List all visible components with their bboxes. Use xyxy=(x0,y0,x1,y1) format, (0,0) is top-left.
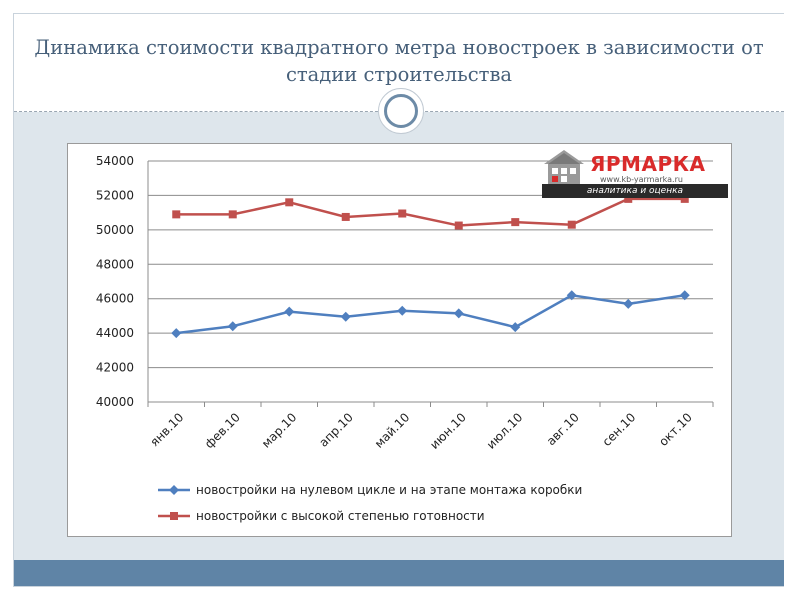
x-tick-label: окт.10 xyxy=(656,410,695,449)
data-point-series-2 xyxy=(567,220,576,229)
data-point-series-2 xyxy=(341,212,350,221)
x-tick-label: авг.10 xyxy=(544,410,582,448)
y-tick-label: 48000 xyxy=(96,257,134,271)
data-point-series-1 xyxy=(227,321,238,332)
yarmarka-logo: ЯРМАРКА www.kb-yarmarka.ru аналитика и о… xyxy=(542,148,728,198)
x-tick-label: май.10 xyxy=(372,410,413,451)
data-point-series-2 xyxy=(398,209,407,218)
x-tick-label: сен.10 xyxy=(600,410,639,449)
data-point-series-1 xyxy=(679,290,690,301)
data-point-series-1 xyxy=(566,290,577,301)
y-tick-label: 52000 xyxy=(96,188,134,202)
y-tick-label: 40000 xyxy=(96,395,134,409)
legend-marker-2 xyxy=(170,512,178,520)
x-tick-label: фев.10 xyxy=(202,410,243,451)
series-line-1 xyxy=(176,293,685,335)
circle-ornament-inner xyxy=(384,94,418,128)
x-tick-label: июн.10 xyxy=(427,410,469,452)
legend-label-1: новостройки на нулевом цикле и на этапе … xyxy=(196,483,582,497)
data-point-series-2 xyxy=(454,221,463,230)
legend-label-2: новостройки с высокой степенью готовност… xyxy=(196,509,485,523)
data-point-series-1 xyxy=(510,322,521,333)
data-point-series-2 xyxy=(172,210,181,219)
series-line-2 xyxy=(176,197,685,227)
data-point-series-2 xyxy=(511,218,520,227)
data-point-series-1 xyxy=(623,298,634,309)
legend-marker-1 xyxy=(169,485,179,495)
data-point-series-1 xyxy=(397,305,408,316)
y-tick-label: 50000 xyxy=(96,223,134,237)
data-point-series-2 xyxy=(624,194,633,203)
slide-title: Динамика стоимости квадратного метра нов… xyxy=(34,36,764,86)
y-tick-label: 46000 xyxy=(96,292,134,306)
y-tick-label: 44000 xyxy=(96,326,134,340)
house-logo-icon xyxy=(544,150,584,184)
data-point-series-1 xyxy=(453,308,464,319)
data-point-series-1 xyxy=(284,306,295,317)
line-chart: 40000 42000 44000 46000 48000 50000 52000 54000… xyxy=(96,154,714,523)
data-point-series-2 xyxy=(285,198,294,207)
data-point-series-2 xyxy=(680,194,689,203)
bottom-accent-bar xyxy=(14,560,784,586)
logo-url: www.kb-yarmarka.ru xyxy=(600,175,683,184)
x-tick-label: мар.10 xyxy=(259,410,299,450)
x-tick-label: янв.10 xyxy=(147,410,186,449)
x-tick-label: июл.10 xyxy=(484,410,525,451)
data-point-series-2 xyxy=(228,210,237,219)
data-point-series-1 xyxy=(171,328,182,339)
circle-ornament-icon xyxy=(378,88,424,134)
x-tick-label: апр.10 xyxy=(316,410,356,450)
y-tick-label: 42000 xyxy=(96,361,134,375)
logo-tagline: аналитика и оценка xyxy=(542,184,728,198)
data-point-series-1 xyxy=(340,311,351,322)
logo-name: ЯРМАРКА xyxy=(590,152,706,176)
y-tick-label: 54000 xyxy=(96,154,134,168)
chart-container: 40000 42000 44000 46000 48000 50000 52000 54000… xyxy=(67,143,732,537)
